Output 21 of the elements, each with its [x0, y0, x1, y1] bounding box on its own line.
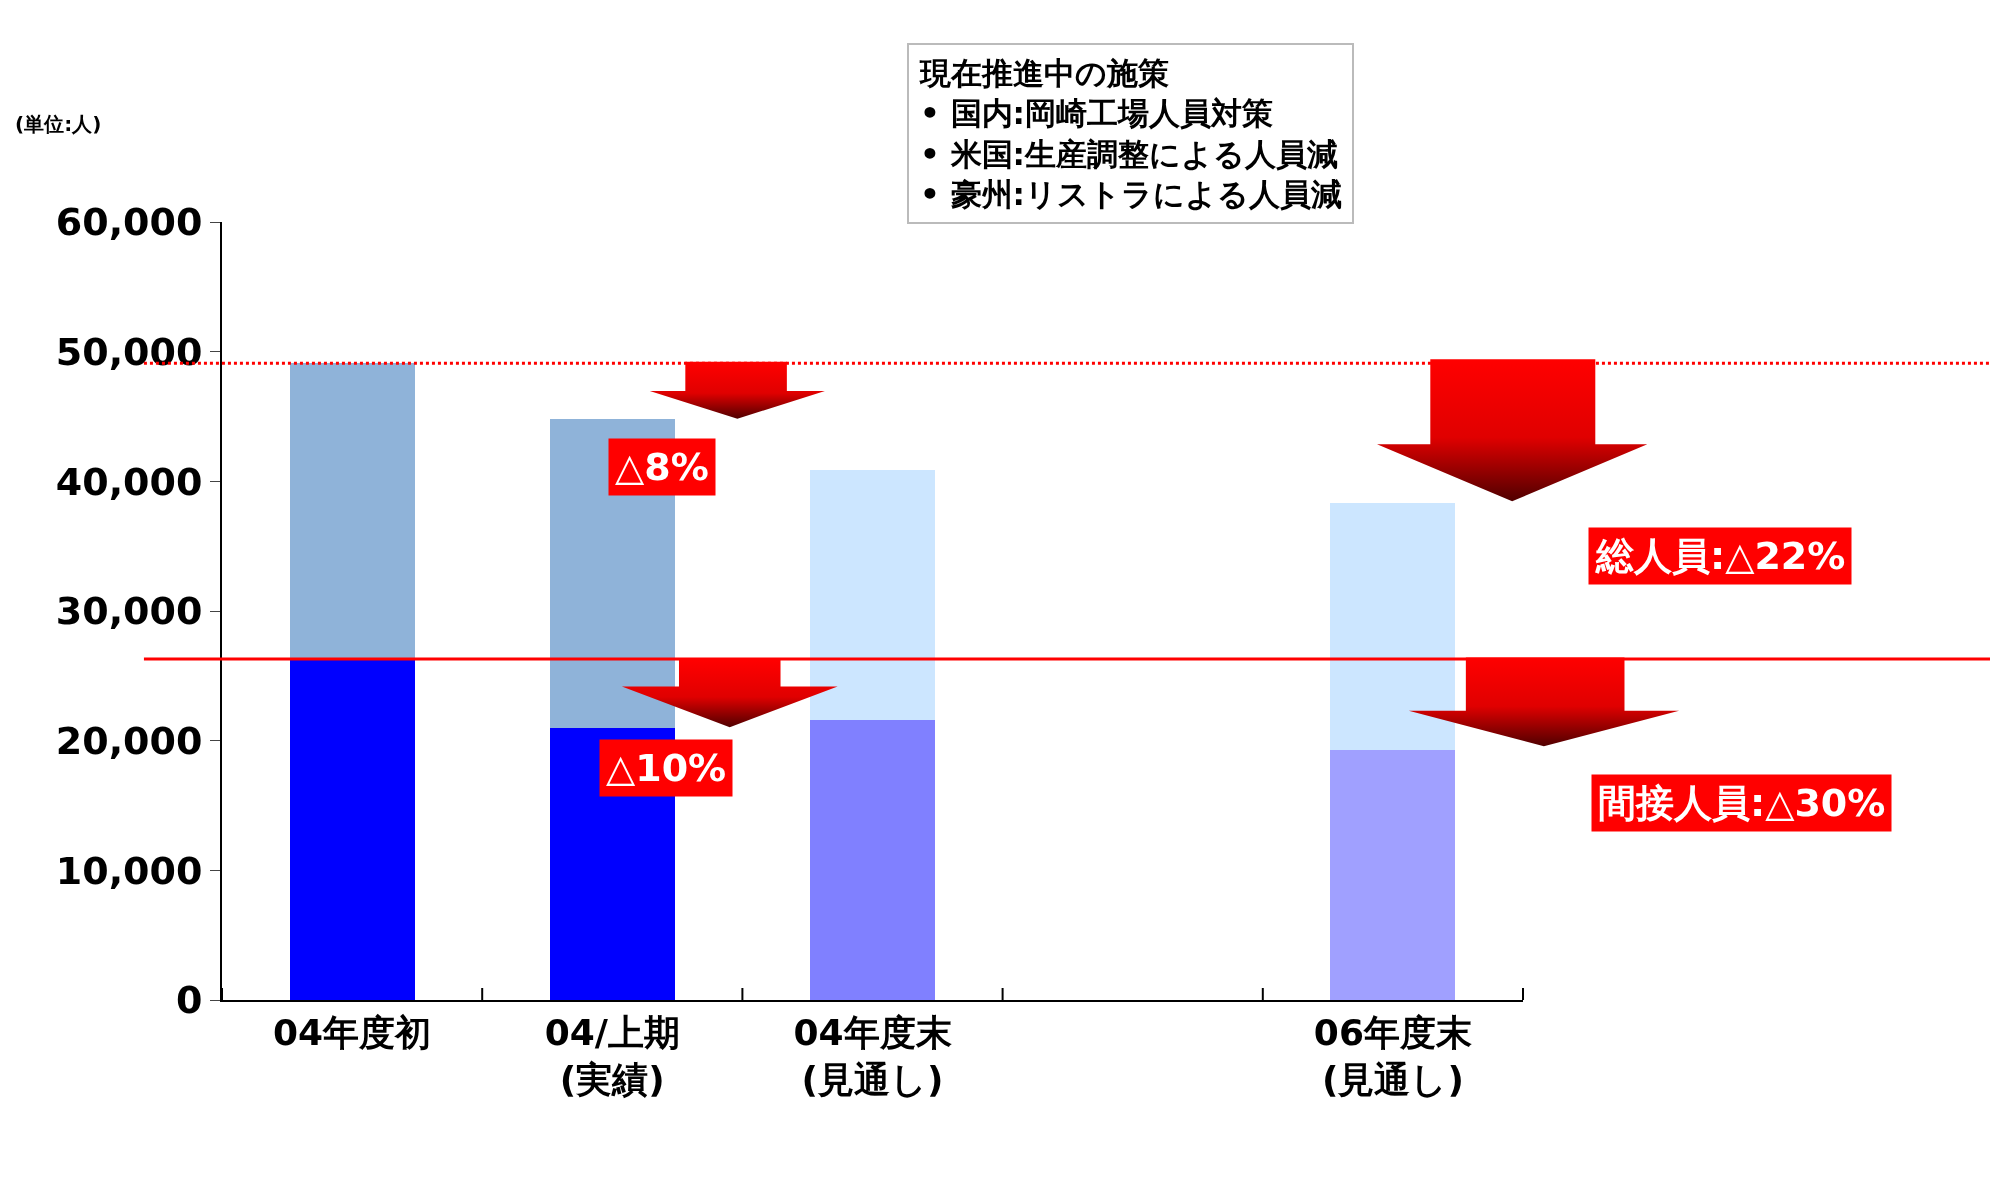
bar: [810, 719, 935, 1000]
y-tick-label: 0: [175, 978, 203, 1023]
text: 総人員:△22%: [1595, 534, 1846, 578]
y-tick-label: 60,000: [55, 200, 203, 245]
x-tick-label: 04/上期 (実績): [544, 1012, 680, 1100]
text: (単位:人): [15, 112, 102, 136]
x-tick-label: 06年度末 (見通し): [1313, 1012, 1472, 1100]
y-tick-label: 10,000: [55, 848, 203, 893]
x-tick-label: 04年度末 (見通し): [793, 1012, 952, 1100]
annotation: △8%: [615, 445, 709, 489]
text: 現在推進中の施策 • 国内:岡崎工場人員対策 • 米国:生産調整による人員減 • 豪州:リストラによる人員減: [919, 55, 1343, 212]
bar: [289, 660, 415, 1000]
y-tick-label: 30,000: [55, 589, 203, 634]
bar: [1330, 749, 1456, 1000]
y-tick-label: 50,000: [55, 329, 203, 374]
y-tick-label: 40,000: [55, 459, 203, 504]
text: 間接人員:△30%: [1598, 781, 1886, 825]
y-tick-label: 20,000: [55, 718, 203, 763]
annotation: △10%: [606, 746, 727, 790]
bar: [810, 469, 935, 720]
x-tick-label: 04年度初: [273, 1012, 432, 1054]
